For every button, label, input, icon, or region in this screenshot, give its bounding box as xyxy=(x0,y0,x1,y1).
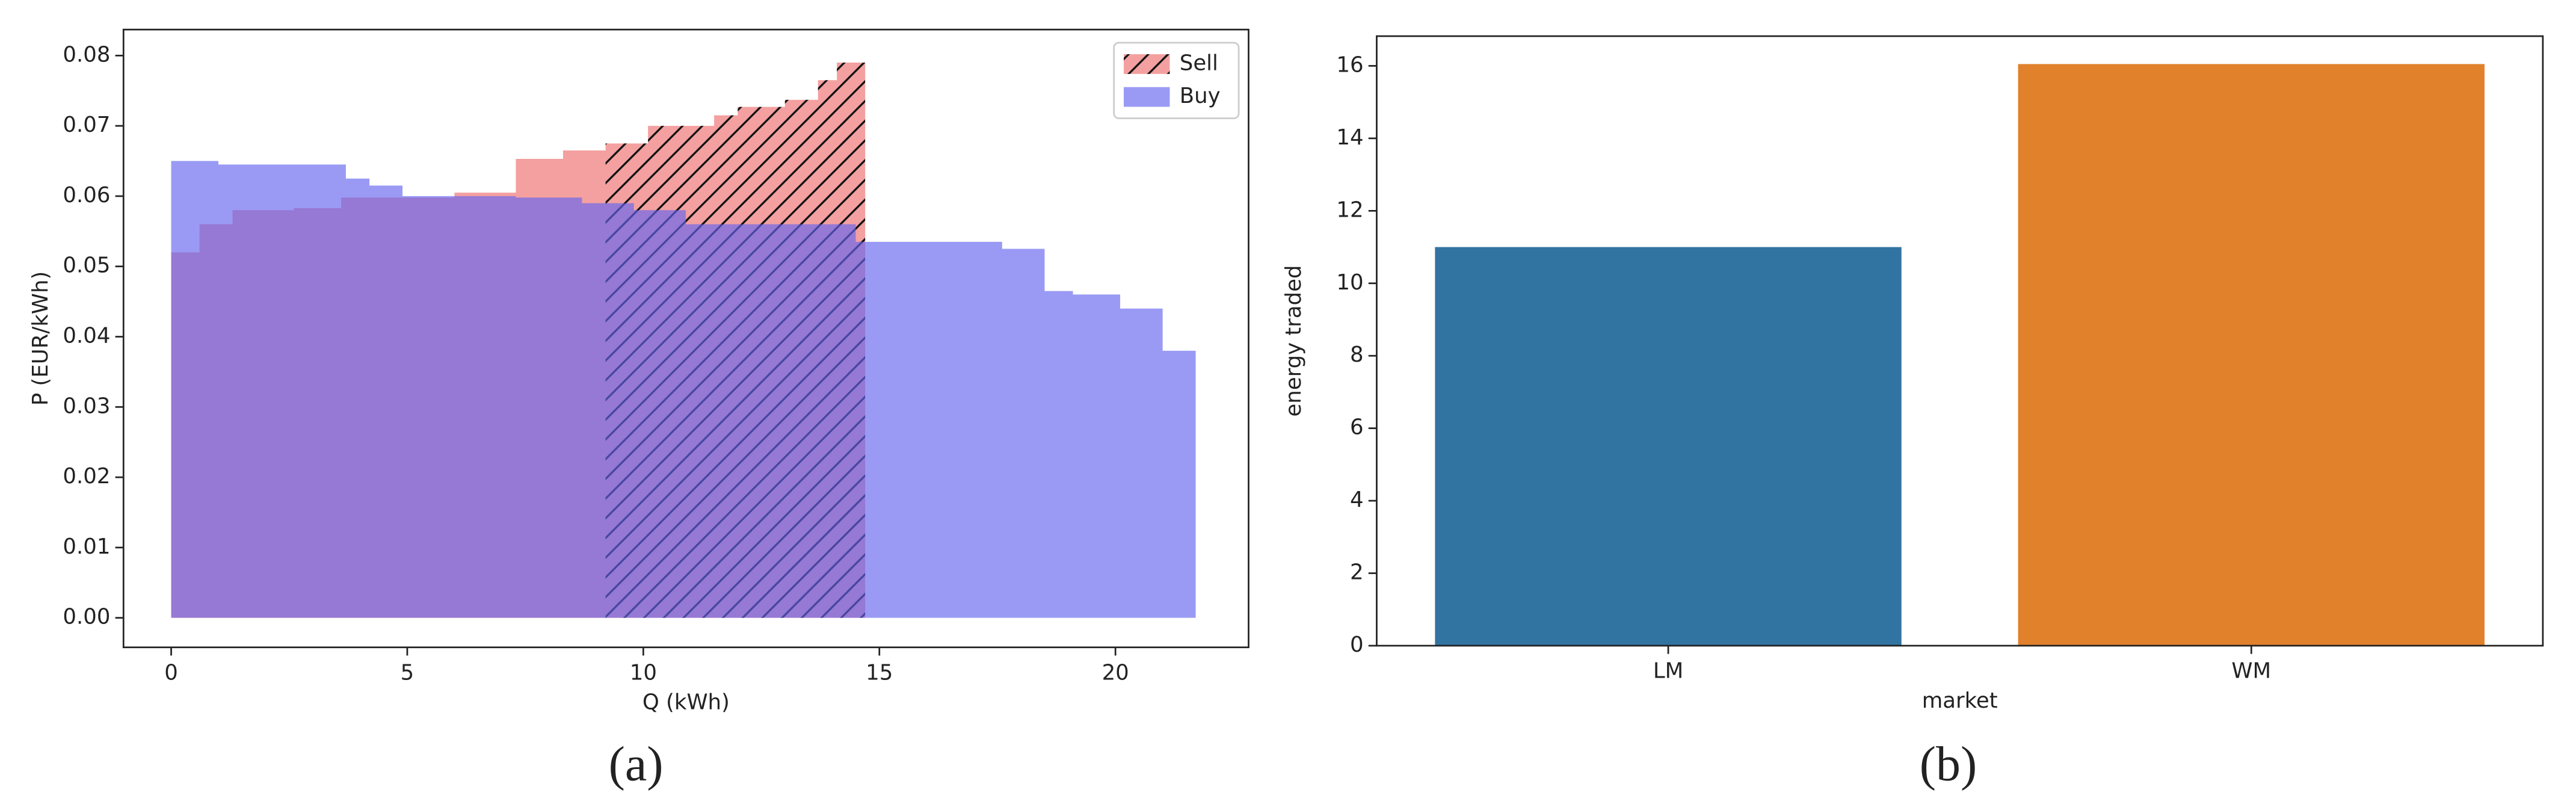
x-tick-label: 0 xyxy=(164,660,178,685)
axes-frame xyxy=(122,28,1249,649)
y-tick-label: 0.06 xyxy=(63,183,110,208)
y-tick-label: 0.07 xyxy=(63,113,110,137)
y-tick-label: 12 xyxy=(1336,197,1363,222)
x-tick-label: 20 xyxy=(1102,660,1129,685)
legend-hatch xyxy=(1123,54,1170,74)
y-tick-label: 14 xyxy=(1336,125,1363,150)
x-tick-label: 10 xyxy=(630,660,657,685)
y-tick-label: 8 xyxy=(1350,342,1364,367)
y-axis-label: P (EUR/kWh) xyxy=(28,271,53,406)
y-tick-label: 6 xyxy=(1350,415,1364,440)
x-tick-label: LM xyxy=(1653,659,1683,684)
axes-frame xyxy=(1376,35,2544,647)
y-tick-label: 0.08 xyxy=(63,42,110,67)
y-tick-label: 10 xyxy=(1336,270,1363,295)
y-tick-label: 0.05 xyxy=(63,253,110,278)
y-tick-label: 4 xyxy=(1350,487,1364,512)
legend-swatch xyxy=(1123,87,1170,107)
bar xyxy=(2018,64,2485,646)
legend-label: Buy xyxy=(1180,84,1221,108)
step-area xyxy=(171,161,1196,618)
x-tick-label: 5 xyxy=(401,660,414,685)
y-tick-label: 0.04 xyxy=(63,324,110,348)
legend-label: Sell xyxy=(1180,51,1218,75)
caption: (a) xyxy=(609,737,664,791)
x-axis-label: market xyxy=(1922,688,1998,713)
bar xyxy=(1435,247,1902,646)
y-tick-label: 0.03 xyxy=(63,394,110,418)
y-tick-label: 0.00 xyxy=(63,605,110,629)
y-tick-label: 0.01 xyxy=(63,534,110,559)
x-tick-label: WM xyxy=(2231,659,2271,684)
caption: (b) xyxy=(1920,737,1977,791)
y-tick-label: 2 xyxy=(1350,560,1364,585)
y-tick-label: 16 xyxy=(1336,52,1363,77)
x-axis-label: Q (kWh) xyxy=(642,690,730,715)
y-tick-label: 0.02 xyxy=(63,464,110,489)
y-axis-label: energy traded xyxy=(1281,265,1306,416)
y-tick-label: 0 xyxy=(1350,632,1364,657)
x-tick-label: 15 xyxy=(866,660,893,685)
